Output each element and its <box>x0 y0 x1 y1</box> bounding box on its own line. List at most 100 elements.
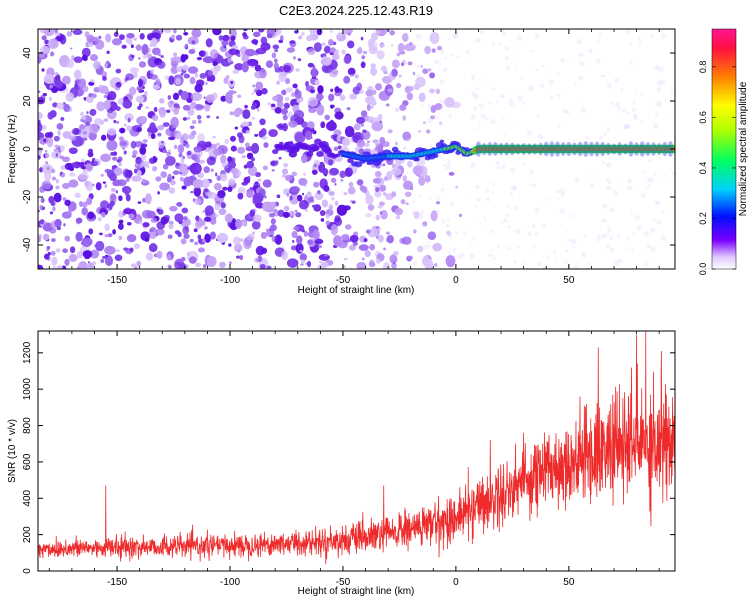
noise-speck <box>100 153 112 163</box>
noise-speck <box>368 262 376 268</box>
noise-speck <box>101 134 107 141</box>
faint-speck <box>522 163 526 166</box>
noise-speck <box>182 226 190 235</box>
snr-x-tick-label: 50 <box>563 577 575 588</box>
noise-speck <box>100 173 104 177</box>
noise-speck <box>113 167 123 176</box>
noise-speck <box>255 245 265 256</box>
noise-speck <box>80 115 87 121</box>
noise-speck <box>349 234 359 243</box>
spectrogram-y-tick-label: -40 <box>22 237 33 252</box>
noise-speck <box>174 230 181 235</box>
noise-speck <box>312 130 317 135</box>
noise-speck <box>170 34 176 40</box>
faint-speck <box>618 259 623 264</box>
noise-speck <box>176 202 183 207</box>
faint-speck <box>512 185 518 191</box>
noise-speck <box>155 78 161 86</box>
faint-speck <box>648 158 652 163</box>
noise-speck <box>247 165 258 176</box>
trace-band <box>560 142 567 156</box>
faint-speck <box>560 58 566 63</box>
noise-speck <box>302 192 305 196</box>
noise-speck <box>38 150 42 156</box>
noise-speck <box>138 61 147 68</box>
faint-speck <box>470 162 474 165</box>
noise-speck <box>361 110 368 118</box>
noise-speck <box>353 123 361 131</box>
noise-speck <box>324 45 331 54</box>
faint-speck <box>631 249 635 253</box>
faint-speck <box>531 182 537 188</box>
noise-speck <box>389 254 398 264</box>
noise-speck <box>159 182 170 191</box>
noise-speck <box>291 92 295 97</box>
noise-speck <box>87 211 95 220</box>
faint-speck <box>574 238 578 242</box>
noise-speck <box>115 68 122 74</box>
noise-speck <box>375 83 382 91</box>
noise-speck <box>319 261 322 264</box>
noise-speck <box>62 248 68 254</box>
noise-speck <box>136 169 142 177</box>
faint-speck <box>616 234 621 239</box>
faint-speck <box>505 204 509 208</box>
faint-speck <box>610 101 614 105</box>
noise-speck <box>251 142 260 154</box>
noise-speck <box>53 192 62 203</box>
faint-speck <box>547 265 551 268</box>
noise-speck <box>352 86 361 95</box>
noise-speck <box>90 78 95 83</box>
noise-speck <box>52 102 58 108</box>
colorbar-tick-label: 0.6 <box>698 111 708 124</box>
faint-speck <box>578 52 584 58</box>
noise-speck <box>246 190 254 198</box>
trace-band <box>577 141 584 157</box>
noise-speck <box>346 29 353 34</box>
noise-speck <box>189 162 202 175</box>
noise-speck <box>322 168 329 176</box>
noise-speck <box>349 93 357 100</box>
noise-speck <box>89 249 100 259</box>
noise-speck <box>316 29 323 36</box>
noise-speck <box>106 50 110 55</box>
noise-speck <box>379 184 387 192</box>
noise-speck <box>347 67 356 76</box>
noise-speck <box>123 208 133 215</box>
noise-speck <box>173 144 178 150</box>
noise-speck <box>158 62 162 67</box>
snr-y-tick-label: 400 <box>22 489 33 506</box>
faint-speck <box>585 136 589 140</box>
noise-speck <box>405 202 409 206</box>
noise-speck <box>307 48 316 56</box>
noise-speck <box>74 192 81 198</box>
noise-speck <box>78 172 89 181</box>
faint-speck <box>416 73 421 79</box>
trace-band <box>548 141 555 157</box>
noise-speck <box>381 44 385 47</box>
faint-speck <box>653 218 656 221</box>
noise-speck <box>202 56 215 64</box>
noise-speck <box>135 95 145 103</box>
faint-speck <box>535 68 539 72</box>
faint-speck <box>650 246 656 253</box>
faint-speck <box>560 192 565 197</box>
noise-speck <box>181 185 187 190</box>
faint-speck <box>540 136 544 140</box>
noise-speck <box>295 242 304 254</box>
noise-speck <box>113 119 117 124</box>
noise-speck <box>323 185 330 192</box>
faint-speck <box>606 126 611 131</box>
faint-speck <box>415 64 420 69</box>
noise-speck <box>127 117 131 123</box>
trace-band <box>656 142 663 156</box>
noise-speck <box>89 108 97 116</box>
noise-speck <box>313 163 318 168</box>
noise-speck <box>331 69 339 75</box>
noise-speck <box>222 186 228 191</box>
faint-speck <box>448 234 453 239</box>
noise-speck <box>136 164 141 171</box>
noise-speck <box>104 223 110 232</box>
noise-speck <box>281 89 287 96</box>
faint-speck <box>646 177 650 181</box>
